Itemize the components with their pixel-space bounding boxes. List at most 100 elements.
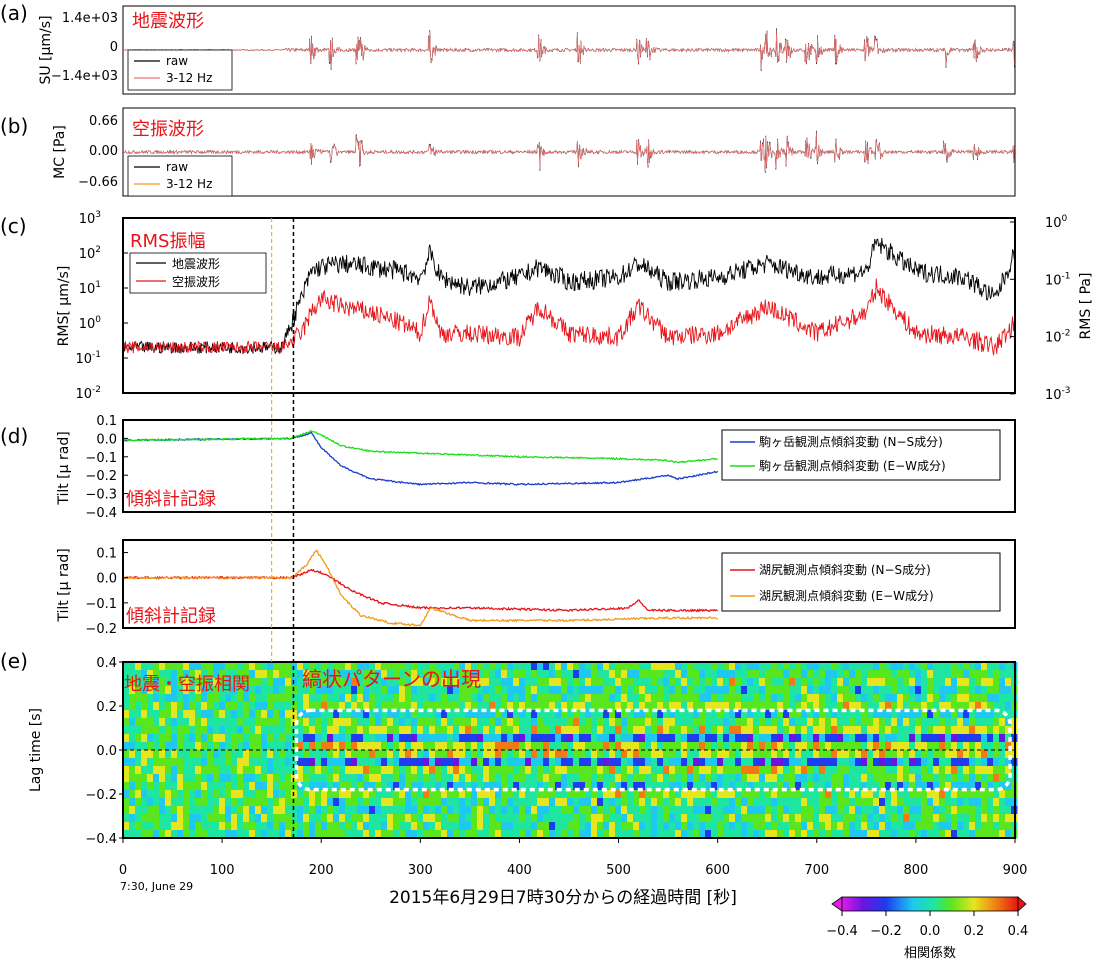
heatmap-cell bbox=[993, 782, 1000, 791]
heatmap-cell bbox=[753, 678, 760, 687]
heatmap-cell bbox=[807, 766, 814, 775]
heatmap-cell bbox=[369, 750, 376, 759]
heatmap-cell bbox=[753, 830, 760, 839]
heatmap-cell bbox=[447, 662, 454, 671]
heatmap-cell bbox=[801, 670, 808, 679]
heatmap-cell bbox=[279, 750, 286, 759]
heatmap-cell bbox=[825, 686, 832, 695]
heatmap-cell bbox=[255, 750, 262, 759]
heatmap-cell bbox=[345, 758, 352, 767]
heatmap-cell bbox=[921, 734, 928, 743]
heatmap-cell bbox=[891, 766, 898, 775]
heatmap-cell bbox=[195, 694, 202, 703]
heatmap-cell bbox=[927, 806, 934, 815]
heatmap-cell bbox=[879, 814, 886, 823]
heatmap-cell bbox=[417, 670, 424, 679]
heatmap-cell bbox=[351, 782, 358, 791]
heatmap-cell bbox=[669, 670, 676, 679]
heatmap-cell bbox=[609, 806, 616, 815]
heatmap-cell bbox=[273, 670, 280, 679]
heatmap-cell bbox=[927, 750, 934, 759]
heatmap-cell bbox=[231, 726, 238, 735]
heatmap-cell bbox=[435, 758, 442, 767]
heatmap-cell bbox=[759, 662, 766, 671]
heatmap-cell bbox=[237, 806, 244, 815]
heatmap-cell bbox=[873, 782, 880, 791]
heatmap-cell bbox=[645, 694, 652, 703]
heatmap-cell bbox=[921, 686, 928, 695]
heatmap-cell bbox=[525, 782, 532, 791]
heatmap-cell bbox=[627, 814, 634, 823]
heatmap-cell bbox=[405, 750, 412, 759]
heatmap-cell bbox=[177, 750, 184, 759]
heatmap-cell bbox=[831, 822, 838, 831]
heatmap-cell bbox=[573, 830, 580, 839]
heatmap-cell bbox=[333, 742, 340, 751]
heatmap-cell bbox=[975, 694, 982, 703]
heatmap-cell bbox=[561, 806, 568, 815]
heatmap-cell bbox=[513, 670, 520, 679]
heatmap-cell bbox=[897, 726, 904, 735]
heatmap-cell bbox=[807, 758, 814, 767]
heatmap-cell bbox=[663, 798, 670, 807]
heatmap-cell bbox=[213, 734, 220, 743]
heatmap-cell bbox=[927, 814, 934, 823]
heatmap-cell bbox=[471, 678, 478, 687]
heatmap-cell bbox=[747, 750, 754, 759]
heatmap-cell bbox=[519, 766, 526, 775]
heatmap-cell bbox=[585, 814, 592, 823]
heatmap-cell bbox=[783, 678, 790, 687]
heatmap-cell bbox=[189, 798, 196, 807]
heatmap-cell bbox=[561, 798, 568, 807]
heatmap-cell bbox=[981, 742, 988, 751]
heatmap-cell bbox=[891, 758, 898, 767]
panel-d2-frame bbox=[122, 539, 1016, 629]
heatmap-cell bbox=[903, 678, 910, 687]
heatmap-cell bbox=[129, 726, 136, 735]
heatmap-cell bbox=[765, 750, 772, 759]
heatmap-cell bbox=[195, 790, 202, 799]
heatmap-cell bbox=[459, 814, 466, 823]
heatmap-cell bbox=[675, 742, 682, 751]
heatmap-cell bbox=[219, 702, 226, 711]
heatmap-cell bbox=[483, 734, 490, 743]
heatmap-cell bbox=[903, 774, 910, 783]
heatmap-cell bbox=[147, 702, 154, 711]
heatmap-cell bbox=[795, 758, 802, 767]
heatmap-cell bbox=[699, 798, 706, 807]
heatmap-cell bbox=[927, 686, 934, 695]
heatmap-cell bbox=[777, 726, 784, 735]
heatmap-cell bbox=[1005, 662, 1012, 671]
heatmap-cell bbox=[543, 686, 550, 695]
heatmap-cell bbox=[831, 750, 838, 759]
heatmap-cell bbox=[171, 782, 178, 791]
heatmap-cell bbox=[549, 774, 556, 783]
heatmap-cell bbox=[381, 806, 388, 815]
heatmap-cell bbox=[177, 822, 184, 831]
heatmap-cell bbox=[315, 814, 322, 823]
heatmap-cell bbox=[399, 798, 406, 807]
heatmap-cell bbox=[825, 662, 832, 671]
heatmap-cell bbox=[423, 790, 430, 799]
heatmap-cell bbox=[867, 766, 874, 775]
heatmap-cell bbox=[879, 766, 886, 775]
heatmap-cell bbox=[129, 734, 136, 743]
heatmap-cell bbox=[309, 774, 316, 783]
heatmap-cell bbox=[135, 734, 142, 743]
heatmap-cell bbox=[891, 686, 898, 695]
heatmap-cell bbox=[675, 806, 682, 815]
heatmap-cell bbox=[171, 662, 178, 671]
heatmap-cell bbox=[501, 782, 508, 791]
heatmap-cell bbox=[777, 766, 784, 775]
heatmap-cell bbox=[753, 686, 760, 695]
heatmap-cell bbox=[279, 830, 286, 839]
heatmap-cell bbox=[669, 830, 676, 839]
heatmap-cell bbox=[309, 710, 316, 719]
heatmap-cell bbox=[495, 678, 502, 687]
heatmap-cell bbox=[741, 686, 748, 695]
panel-a-legend-filt: 3-12 Hz bbox=[166, 71, 212, 85]
heatmap-cell bbox=[843, 830, 850, 839]
heatmap-cell bbox=[831, 814, 838, 823]
heatmap-cell bbox=[759, 806, 766, 815]
heatmap-cell bbox=[387, 806, 394, 815]
